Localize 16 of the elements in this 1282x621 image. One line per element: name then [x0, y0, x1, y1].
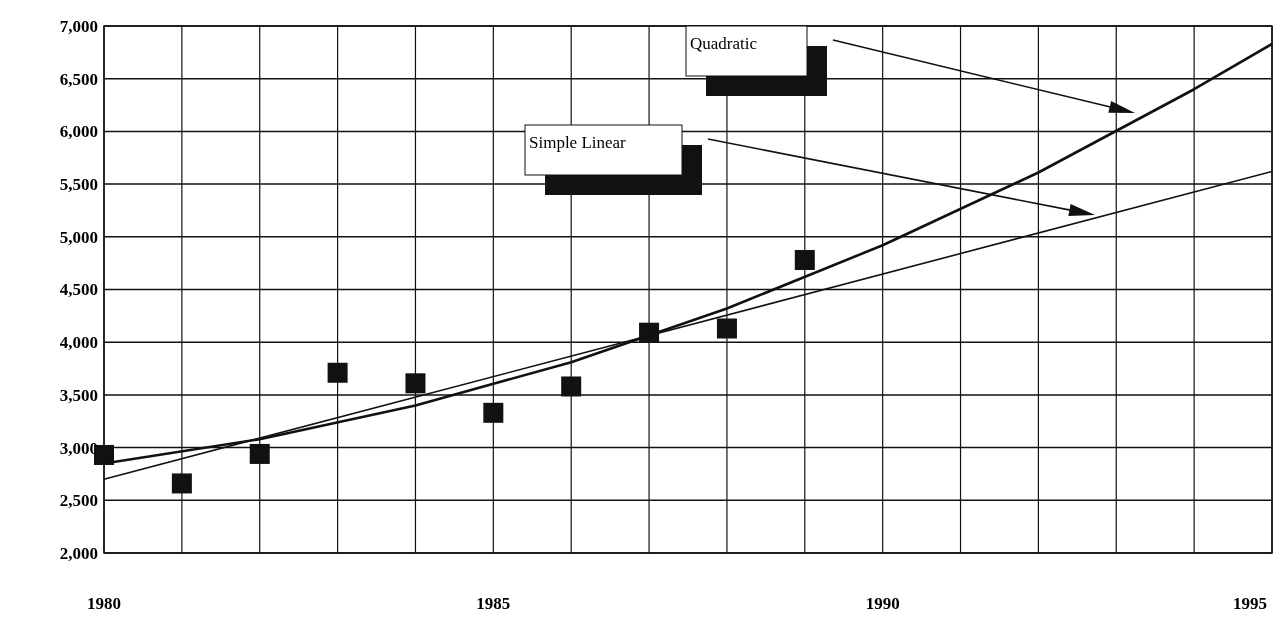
- y-tick-label: 7,000: [59, 16, 98, 36]
- y-tick-label: 5,500: [59, 175, 98, 195]
- y-tick-label: 5,000: [59, 227, 98, 247]
- y-tick-label: 6,500: [59, 69, 98, 89]
- y-tick-label: 4,000: [59, 333, 98, 353]
- x-tick-label: 1980: [87, 594, 121, 613]
- y-tick-label: 3,500: [59, 385, 98, 405]
- y-tick-label: 6,000: [59, 122, 98, 142]
- x-tick-label: 1990: [865, 594, 900, 613]
- x-tick-label: 1985: [476, 594, 511, 613]
- y-tick-label: 2,500: [59, 491, 98, 511]
- annotation: Simple Linear: [529, 133, 627, 152]
- x-tick-label: 1995: [1233, 594, 1267, 613]
- y-tick-label: 4,500: [59, 280, 98, 300]
- y-tick-label: 2,000: [59, 543, 98, 563]
- annotation: Quadratic: [690, 34, 758, 53]
